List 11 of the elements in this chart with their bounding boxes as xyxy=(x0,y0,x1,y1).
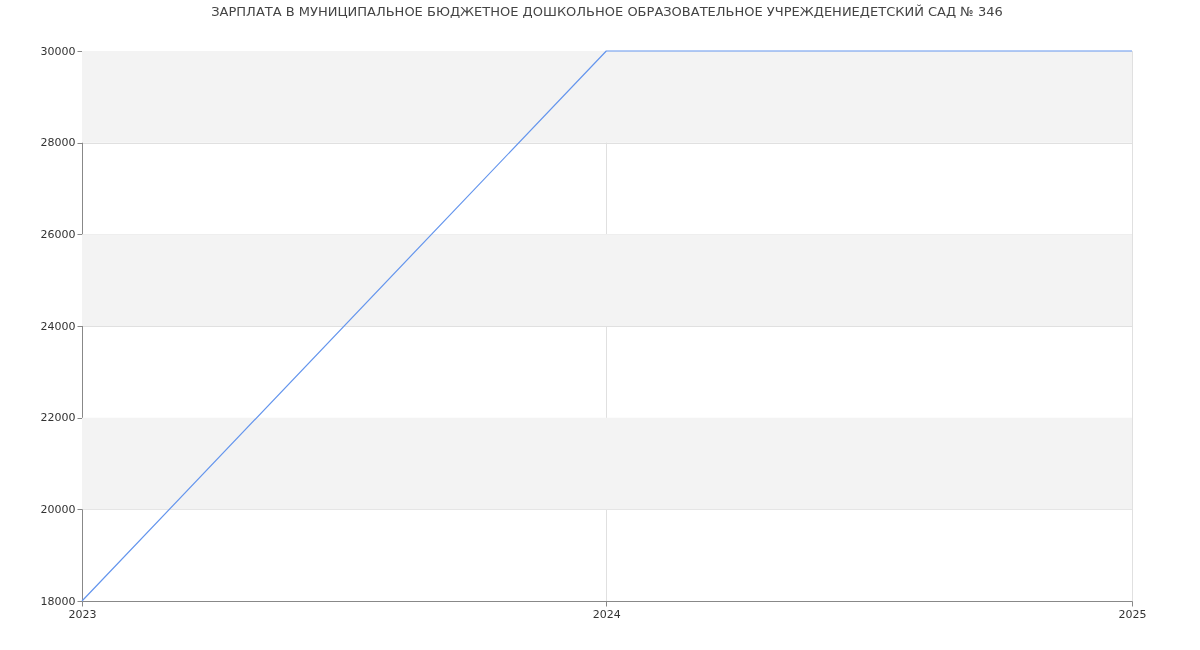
chart-title: ЗАРПЛАТА В МУНИЦИПАЛЬНОЕ БЮДЖЕТНОЕ ДОШКОЛЬНОЕ ОБРАЗОВАТЕЛЬНОЕ УЧРЕЖДЕНИЕДЕТСКИЙ САД № 346 xyxy=(211,4,1003,19)
x-tick-label: 2025 xyxy=(1118,607,1147,621)
x-tick-label: 2024 xyxy=(592,607,621,621)
y-tick-label: 18000 xyxy=(40,594,76,608)
y-tick-label: 30000 xyxy=(40,44,76,58)
y-tick-label: 28000 xyxy=(40,136,76,150)
x-tick-label: 2023 xyxy=(68,607,97,621)
y-tick-label: 24000 xyxy=(40,319,76,333)
y-tick-label: 20000 xyxy=(40,502,76,516)
y-tick-label: 26000 xyxy=(40,227,76,241)
y-tick-label: 22000 xyxy=(40,411,76,425)
